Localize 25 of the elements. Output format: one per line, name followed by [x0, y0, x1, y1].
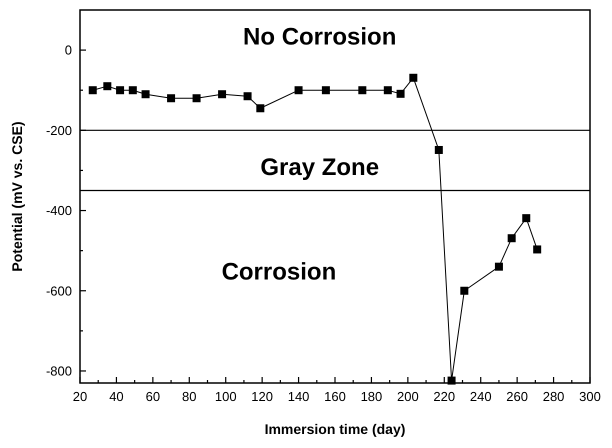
x-tick-label: 180 — [360, 389, 382, 404]
x-tick-label: 120 — [251, 389, 273, 404]
x-tick-label: 200 — [397, 389, 419, 404]
x-tick-label: 300 — [579, 389, 601, 404]
x-tick-label: 260 — [506, 389, 528, 404]
x-tick-label: 40 — [109, 389, 124, 404]
x-tick-label: 80 — [182, 389, 197, 404]
y-tick-label: 0 — [64, 42, 72, 58]
y-tick-label: -600 — [46, 283, 72, 298]
annotation: Gray Zone — [260, 154, 380, 182]
y-tick-label: -800 — [46, 364, 72, 379]
y-tick-label: -400 — [46, 203, 72, 218]
x-tick-label: 220 — [433, 389, 456, 404]
x-tick-label: 20 — [72, 389, 88, 404]
y-tick-label: -200 — [46, 122, 72, 138]
x-tick-label: 100 — [214, 389, 237, 404]
x-axis-title: Immersion time (day) — [264, 421, 406, 437]
annotation: Corrosion — [222, 258, 336, 286]
x-tick-label: 240 — [470, 389, 492, 404]
x-tick-label: 140 — [288, 389, 310, 404]
annotation: No Corrosion — [243, 24, 396, 51]
x-tick-label: 160 — [324, 389, 346, 404]
y-axis-title: Potential (mV vs. CSE) — [9, 121, 25, 272]
x-tick-label: 280 — [542, 389, 564, 404]
x-tick-label: 60 — [146, 389, 160, 404]
